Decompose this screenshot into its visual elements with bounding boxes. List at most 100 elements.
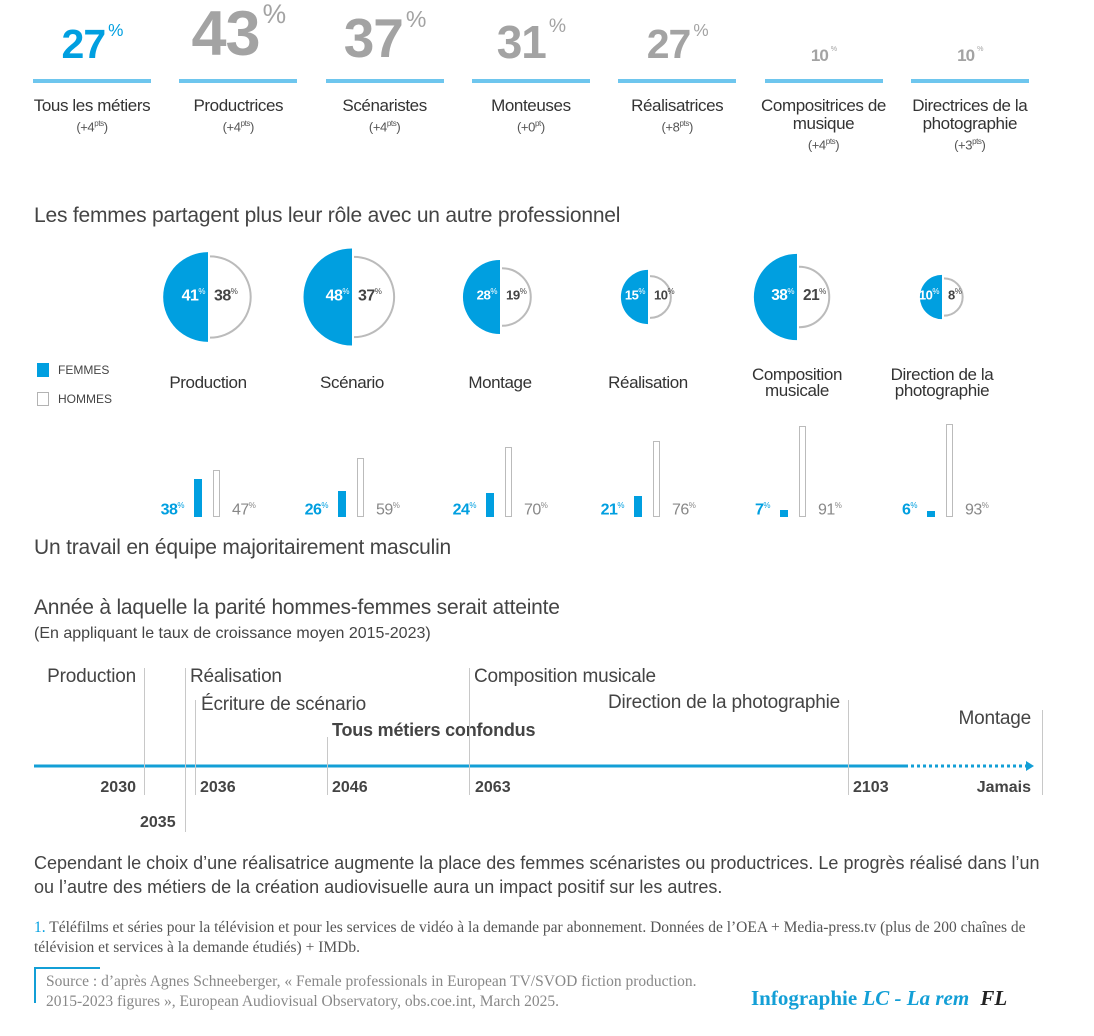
legend-hommes-label: HOMMES [58,392,112,406]
timeline-marker [144,668,145,795]
femmes-half-circle [753,253,797,341]
stat-unit: % [262,0,287,29]
hommes-value: 38% [214,287,238,305]
value: 21 [803,287,820,305]
stat-unit: % [693,20,708,41]
timeline-event-label: Réalisation [190,666,282,687]
unit: % [638,287,645,296]
timeline-marker [185,668,186,832]
stat-change-value: (+4 [807,137,826,153]
stat-value: 31% [472,16,590,65]
source: Source : d’après Agnes Schneeberger, « F… [46,973,697,1010]
stat-label: Compositrices de musique (+4pts) [755,97,893,154]
hommes-bar [505,447,512,517]
hommes-bar [946,424,953,517]
stat-unit: % [548,16,566,38]
stat-label: Tous les métiers (+4pts) [23,97,161,136]
timeline-marker [327,737,328,795]
stat-label-text: Compositrices de musique [761,96,886,133]
hommes-half-circle [209,255,252,339]
timeline-event-label: Tous métiers confondus [332,720,536,740]
stat-value: 10% [765,45,883,64]
unit: % [667,287,675,296]
stat-change-unit: pts [386,119,397,128]
stat-number: 37 [343,6,404,69]
value: 6 [901,501,911,519]
value: 76 [672,501,689,519]
hommes-value: 8% [948,287,962,302]
stat-label-text: Réalisatrices [631,96,724,115]
share-title: Les femmes partagent plus leur rôle avec… [34,204,621,227]
unit: % [198,287,205,296]
hommes-bar [653,441,660,517]
timeline-event-label: Écriture de scénario [201,694,366,715]
stat-change: (+4pts) [222,119,255,135]
unit: % [954,287,962,296]
stat-underline [618,79,737,83]
stat-value: 10% [911,46,1029,64]
stat-label-text: Productrices [193,96,284,115]
stat-label: Scénaristes (+4pts) [316,97,454,136]
stat-change-unit: pts [972,137,982,146]
femmes-bar [486,493,494,517]
unit: % [688,501,696,510]
timeline-year: 2103 [853,779,889,796]
timeline-marker [195,700,196,795]
hommes-value: 21% [803,287,826,305]
femmes-value: 41% [182,287,206,305]
stat-unit: % [830,45,837,54]
femmes-half-circle [620,269,648,325]
stat-change: (+4pts) [368,119,401,135]
value: 38 [771,287,788,305]
femmes-half-circle [163,252,208,342]
femmes-half-circle [462,259,500,335]
hommes-bar [357,458,364,517]
credit-authors: LC - La rem [862,986,970,1010]
timeline-event-label: Composition musicale [474,666,656,687]
timeline-event-label: Production [47,666,136,687]
footnote: 1. Téléfilms et séries pour la télévisio… [34,918,1034,958]
stat-unit: % [405,6,427,33]
stat-label: Réalisatrices (+8pts) [608,97,746,136]
value: 21 [600,501,618,519]
unit: % [763,501,770,510]
category-label: Scénario [320,373,384,392]
femmes-bar-label: 6% [901,501,918,519]
timeline-year: 2030 [100,779,136,796]
unit: % [981,501,989,510]
unit: % [490,287,497,296]
stat-change-value: (+4 [222,119,241,135]
value: 7 [754,501,764,519]
hommes-bar-label: 47% [232,501,256,519]
stat-label-text: Tous les métiers [33,96,151,115]
category-label: Montage [468,373,532,392]
stat-underline [764,79,883,83]
legend-femmes-swatch [37,363,49,377]
hommes-half-circle [501,267,532,327]
value: 26 [304,501,322,519]
credit-logo: FL [980,986,1008,1010]
stat-number: 43 [191,0,260,70]
hommes-bar-label: 59% [376,501,400,519]
timeline-axis [34,761,1034,771]
team-title: Un travail en équipe majoritairement mas… [34,536,452,559]
timeline-event-label: Montage [958,708,1031,729]
unit: % [342,287,349,296]
timeline-year: 2063 [475,779,511,796]
timeline-year: 2036 [200,779,236,796]
unit: % [374,287,382,296]
unit: % [819,287,826,296]
stat-number: 31 [496,16,547,69]
category-label: Direction de la photographie [890,365,994,400]
source-corner-top [34,967,100,969]
value: 70 [524,501,541,519]
stat-change-value: (+3 [954,137,973,153]
footnote-text: Téléfilms et séries pour la télévision e… [34,919,1026,956]
unit: % [834,501,842,510]
category-label: Production [169,373,247,392]
timeline-marker [1042,710,1043,795]
value: 28 [476,287,491,303]
stat-change-unit: pts [825,137,836,146]
legend-femmes-label: FEMMES [58,363,110,377]
timeline-year: 2046 [332,779,368,796]
